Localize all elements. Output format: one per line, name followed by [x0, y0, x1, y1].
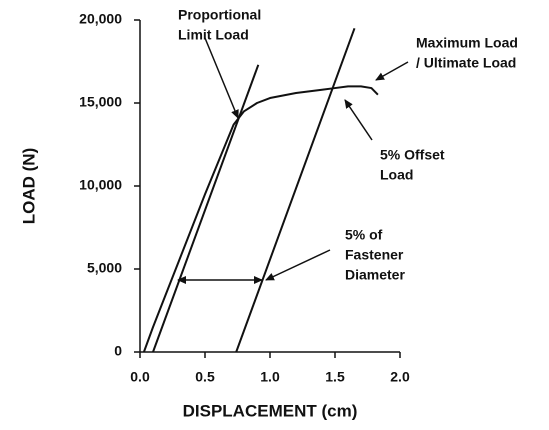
annotation: 5% of: [345, 227, 383, 243]
annotation: 5% Offset: [380, 147, 445, 163]
annotation: Proportional: [178, 7, 261, 23]
annotation: Diameter: [345, 267, 405, 283]
data-line: [152, 64, 260, 353]
annotation-arrow: [344, 99, 373, 141]
annotation-arrow: [204, 37, 239, 119]
y-axis-title: LOAD (N): [19, 148, 38, 224]
y-tick-label: 10,000: [79, 177, 122, 193]
x-axis-title: DISPLACEMENT (cm): [183, 401, 358, 420]
y-tick-label: 0: [114, 343, 122, 359]
data-line: [235, 27, 356, 353]
y-tick-label: 15,000: [79, 94, 122, 110]
y-tick-label: 5,000: [87, 260, 122, 276]
annotation-arrow: [375, 61, 409, 81]
annotation: / Ultimate Load: [416, 55, 516, 71]
annotation: Fastener: [345, 247, 404, 263]
x-tick-label: 0.5: [195, 369, 215, 385]
annotation: Load: [380, 167, 413, 183]
annotation: Limit Load: [178, 27, 249, 43]
x-tick-label: 1.0: [260, 369, 280, 385]
x-tick-label: 2.0: [390, 369, 410, 385]
y-tick-label: 20,000: [79, 11, 122, 27]
data-line: [142, 85, 379, 353]
annotation-arrow: [265, 249, 331, 281]
annotation: Maximum Load: [416, 35, 518, 51]
x-tick-label: 0.0: [130, 369, 150, 385]
x-tick-label: 1.5: [325, 369, 345, 385]
